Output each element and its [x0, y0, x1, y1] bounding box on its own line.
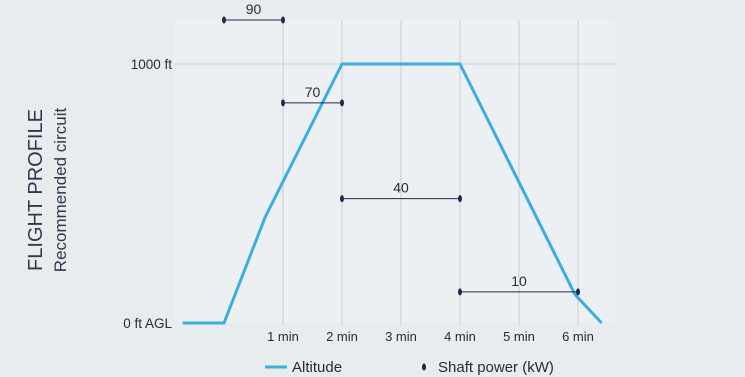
- shaft-power-start-marker: [222, 16, 226, 24]
- shaft-power-segment: 70: [281, 84, 344, 107]
- shaft-power-label: 10: [511, 273, 527, 289]
- shaft-power-end-marker: [576, 288, 580, 296]
- vertical-gridlines: [174, 20, 616, 325]
- shaft-power-segment: 10: [458, 273, 580, 296]
- plot-background: [174, 20, 616, 323]
- legend-shaft-power-label: Shaft power (kW): [438, 359, 554, 376]
- legend: Altitude Shaft power (kW): [265, 359, 554, 376]
- shaft-power-label: 40: [393, 180, 409, 196]
- legend-shaft-power-marker: [422, 363, 426, 371]
- side-title: FLIGHT PROFILE: [25, 109, 47, 271]
- shaft-power-label: 70: [305, 84, 321, 100]
- x-axis-tick-labels: 1 min 2 min 3 min 4 min 5 min 6 min: [267, 329, 594, 344]
- shaft-power-start-marker: [340, 195, 344, 203]
- x-tick-label: 6 min: [562, 329, 594, 344]
- x-tick-label: 3 min: [385, 329, 417, 344]
- x-tick-label: 2 min: [326, 329, 358, 344]
- x-tick-label: 5 min: [503, 329, 535, 344]
- y-tick-label: 0 ft AGL: [123, 316, 172, 331]
- side-subtitle: Recommended circuit: [51, 108, 70, 273]
- shaft-power-segment: 90: [222, 1, 285, 24]
- shaft-power-end-marker: [458, 195, 462, 203]
- shaft-power-start-marker: [281, 99, 285, 107]
- y-tick-label: 1000 ft: [131, 57, 173, 72]
- shaft-power-end-marker: [340, 99, 344, 107]
- shaft-power-segment: 40: [340, 180, 462, 203]
- shaft-power-label: 90: [246, 1, 262, 17]
- x-tick-label: 4 min: [444, 329, 476, 344]
- shaft-power-series: 90 70 40 10: [222, 1, 580, 296]
- shaft-power-start-marker: [458, 288, 462, 296]
- y-axis-tick-labels: 0 ft AGL 1000 ft: [123, 57, 172, 331]
- side-title-group: FLIGHT PROFILE Recommended circuit: [25, 108, 70, 273]
- plot-area: [174, 20, 616, 323]
- x-tick-label: 1 min: [267, 329, 299, 344]
- shaft-power-end-marker: [281, 16, 285, 24]
- altitude-series: [182, 62, 603, 325]
- legend-altitude-label: Altitude: [292, 359, 342, 376]
- altitude-line: [182, 62, 603, 325]
